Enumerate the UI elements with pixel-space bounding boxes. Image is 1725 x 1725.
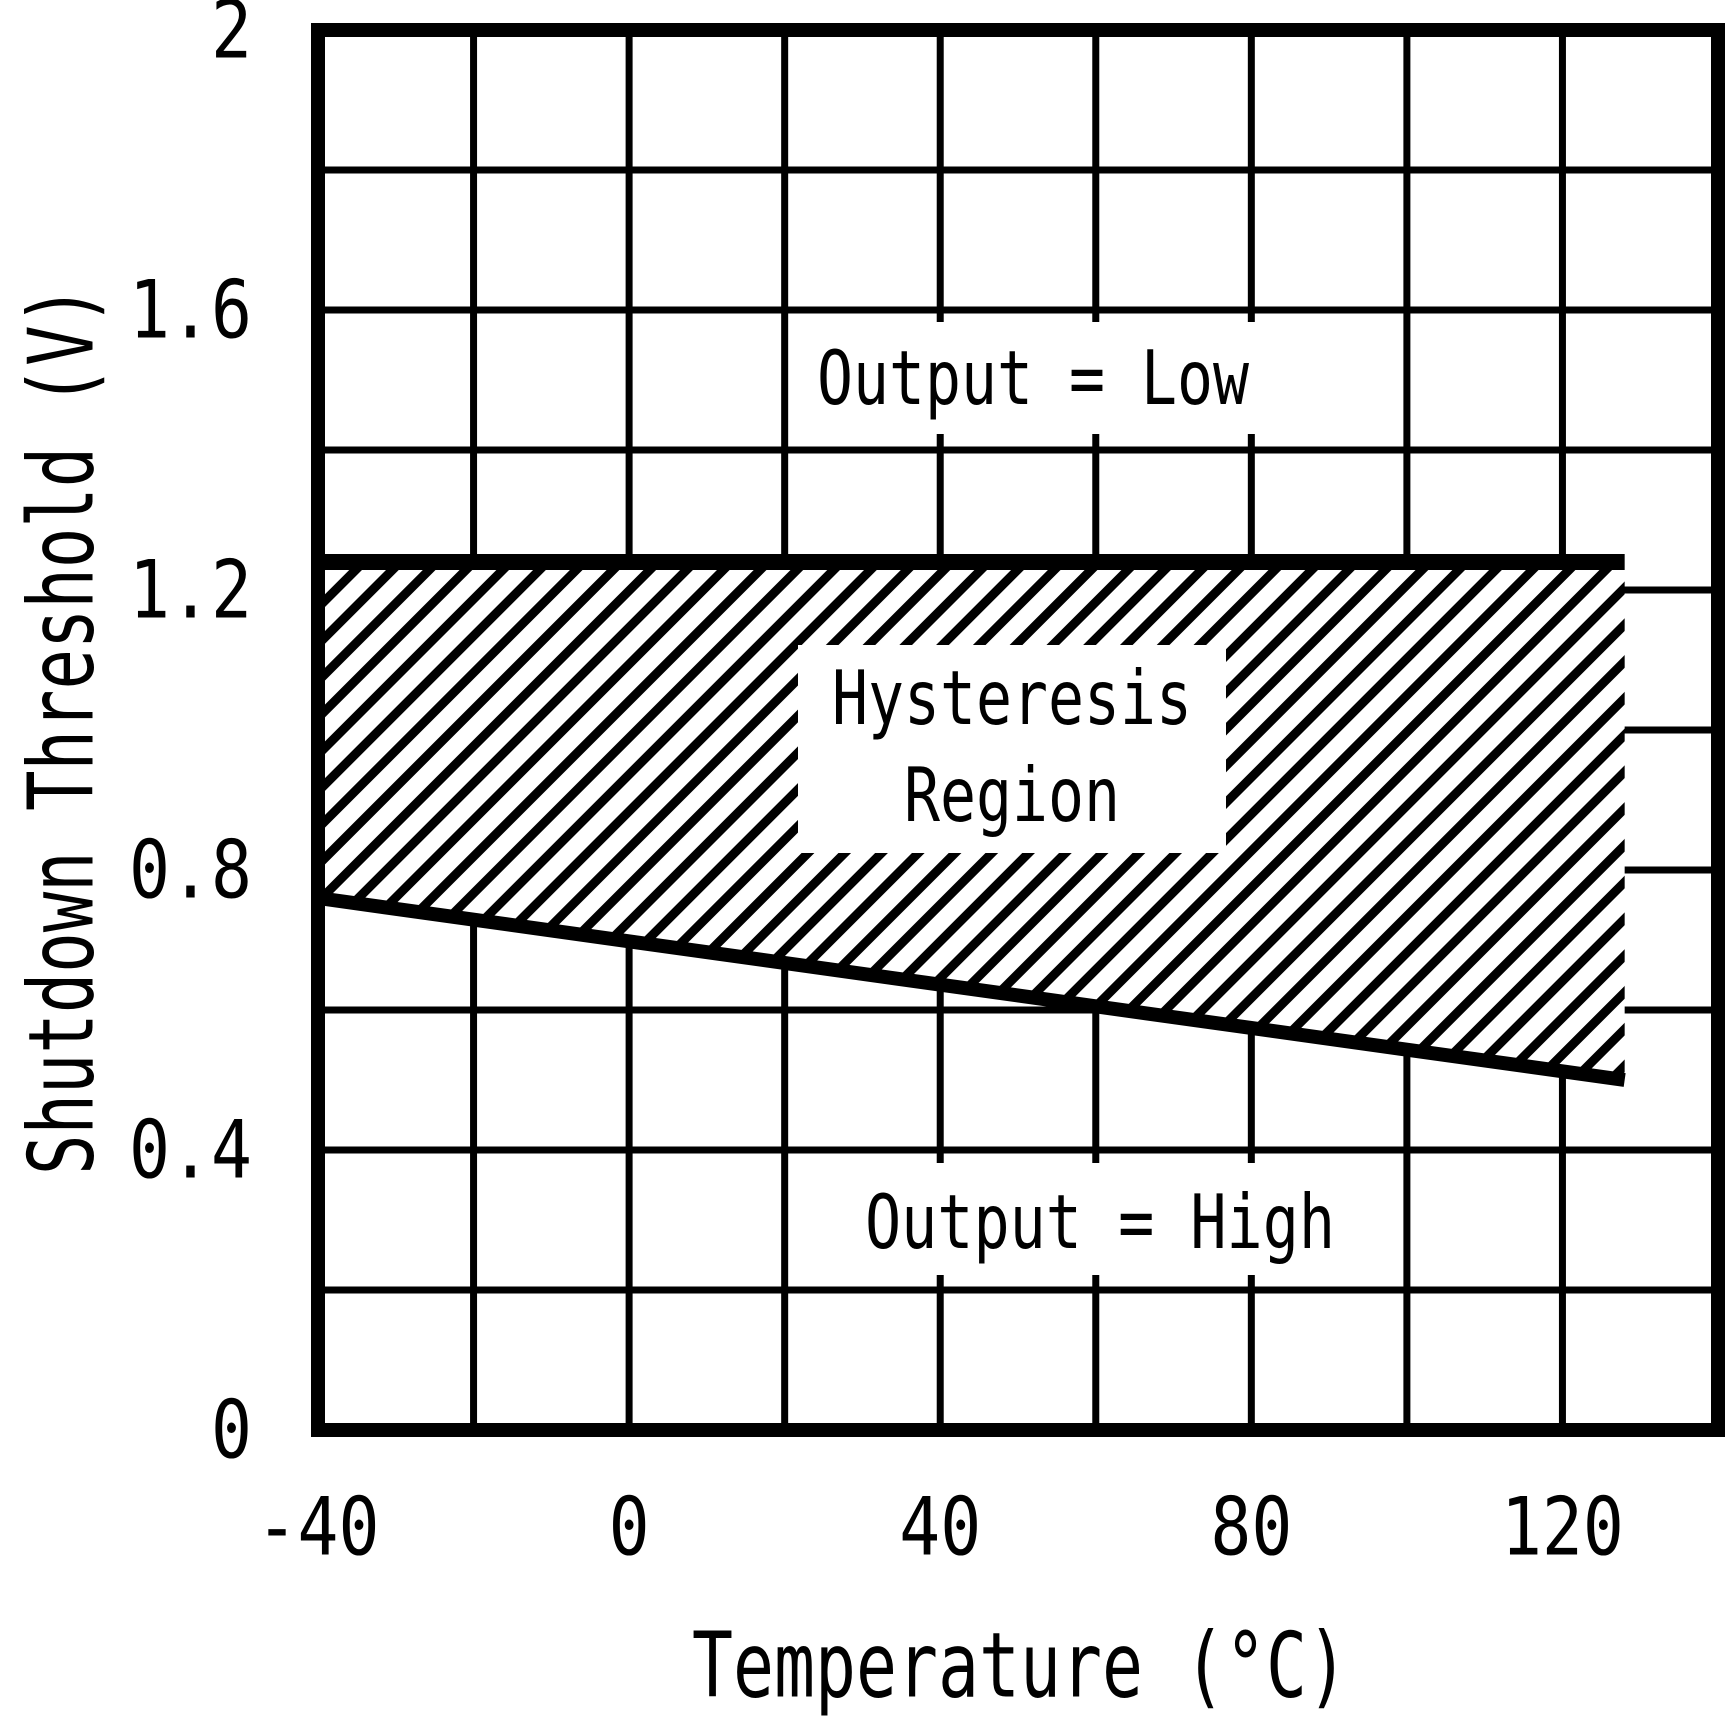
x-tick-label: -40 (257, 1481, 380, 1574)
hysteresis-region-annotation-line2: Region (904, 751, 1120, 839)
y-tick-label: 0.4 (129, 1104, 252, 1197)
x-tick-label: 0 (609, 1481, 650, 1574)
output-high-annotation: Output = High (865, 1178, 1335, 1266)
y-tick-label: 0.8 (129, 824, 252, 917)
y-tick-label: 2 (211, 0, 252, 77)
output-low-label-box (800, 322, 1266, 434)
plot-border (311, 23, 1725, 1437)
y-tick-label: 1.6 (129, 264, 252, 357)
output-high-label-box (842, 1163, 1382, 1275)
y-tick-labels: 0 0.4 0.8 1.2 1.6 2 (129, 0, 252, 1477)
lower-threshold-line (317, 891, 1626, 1087)
y-axis-title: Shutdown Threshold (V) (10, 285, 115, 1175)
x-tick-labels: -40 0 40 80 120 (257, 1481, 1624, 1574)
y-tick-label: 1.2 (129, 544, 252, 637)
hysteresis-region-annotation-line1: Hysteresis (832, 654, 1192, 742)
hysteresis-label-box (798, 645, 1226, 853)
x-axis-title: Temperature (°C) (692, 1614, 1348, 1719)
x-tick-label: 40 (899, 1481, 981, 1574)
x-tick-label: 120 (1501, 1481, 1624, 1574)
output-low-annotation: Output = Low (817, 334, 1250, 422)
x-tick-label: 80 (1210, 1481, 1292, 1574)
y-tick-label: 0 (211, 1384, 252, 1477)
